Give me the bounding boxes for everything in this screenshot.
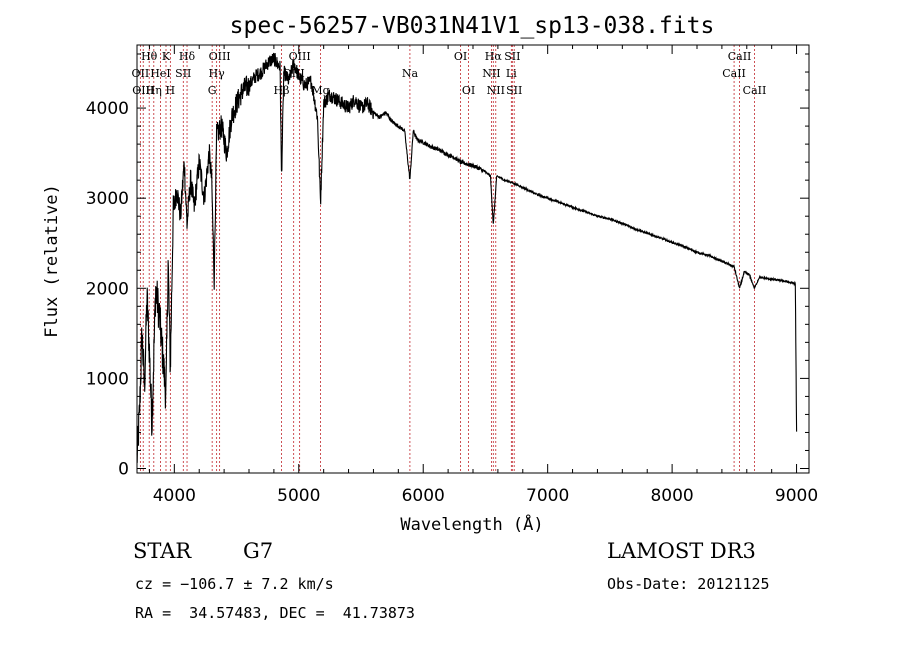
line-label: OII: [132, 67, 150, 80]
line-label: Li: [506, 67, 517, 80]
redshift-velocity: cz = −106.7 ± 7.2 km/s: [135, 575, 334, 593]
x-tick-label: 4000: [153, 486, 196, 506]
line-label: Na: [402, 67, 419, 80]
x-axis-ticks: 4000 5000 6000 7000 8000 9000: [148, 45, 818, 506]
line-label: Hα: [485, 50, 503, 63]
line-label: Hγ: [209, 67, 226, 80]
y-tick-label: 0: [118, 459, 129, 479]
x-tick-label: 5000: [277, 486, 320, 506]
line-label: SII: [506, 84, 522, 97]
y-axis-label: Flux (relative): [42, 184, 62, 338]
line-label: H: [166, 84, 176, 97]
x-tick-label: 7000: [526, 486, 569, 506]
line-label: NII: [487, 84, 505, 97]
x-tick-label: 9000: [775, 486, 818, 506]
line-label: CaII: [722, 67, 746, 80]
line-label: Mg: [311, 84, 329, 97]
line-label: Hβ: [274, 84, 290, 97]
line-label: Hη: [146, 84, 162, 97]
line-label: CaII: [743, 84, 767, 97]
line-label: Hδ: [179, 50, 196, 63]
line-label: OI: [462, 84, 475, 97]
coordinates: RA = 34.57483, DEC = 41.73873: [135, 604, 415, 622]
line-label: OIII: [209, 50, 231, 63]
line-label: HeI: [150, 67, 170, 80]
y-tick-label: 1000: [86, 369, 129, 389]
emission-line-markers: [139, 45, 755, 473]
line-label: K: [162, 50, 171, 63]
line-label: SII: [504, 50, 520, 63]
line-label: OI: [454, 50, 467, 63]
line-label: OIII: [132, 84, 154, 97]
survey-name: LAMOST DR3: [607, 539, 756, 563]
line-label: Hθ: [141, 50, 158, 63]
observation-date: Obs-Date: 20121125: [607, 575, 770, 593]
y-tick-label: 3000: [86, 189, 129, 209]
chart-title: spec-56257-VB031N41V1_sp13-038.fits: [230, 13, 715, 39]
object-class: STAR: [133, 539, 192, 563]
line-label: NII: [482, 67, 500, 80]
line-label: CaII: [728, 50, 752, 63]
line-label: SII: [175, 67, 191, 80]
spectral-subclass: G7: [243, 539, 274, 563]
y-tick-label: 4000: [86, 99, 129, 119]
spectrum-line: [136, 52, 798, 463]
y-tick-label: 2000: [86, 279, 129, 299]
y-axis-ticks: 0 1000 2000 3000 4000: [86, 53, 809, 479]
line-label: G: [208, 84, 217, 97]
line-label: OIII: [289, 50, 311, 63]
x-axis-label: Wavelength (Å): [400, 513, 543, 535]
x-tick-label: 6000: [402, 486, 445, 506]
x-tick-label: 8000: [650, 486, 693, 506]
